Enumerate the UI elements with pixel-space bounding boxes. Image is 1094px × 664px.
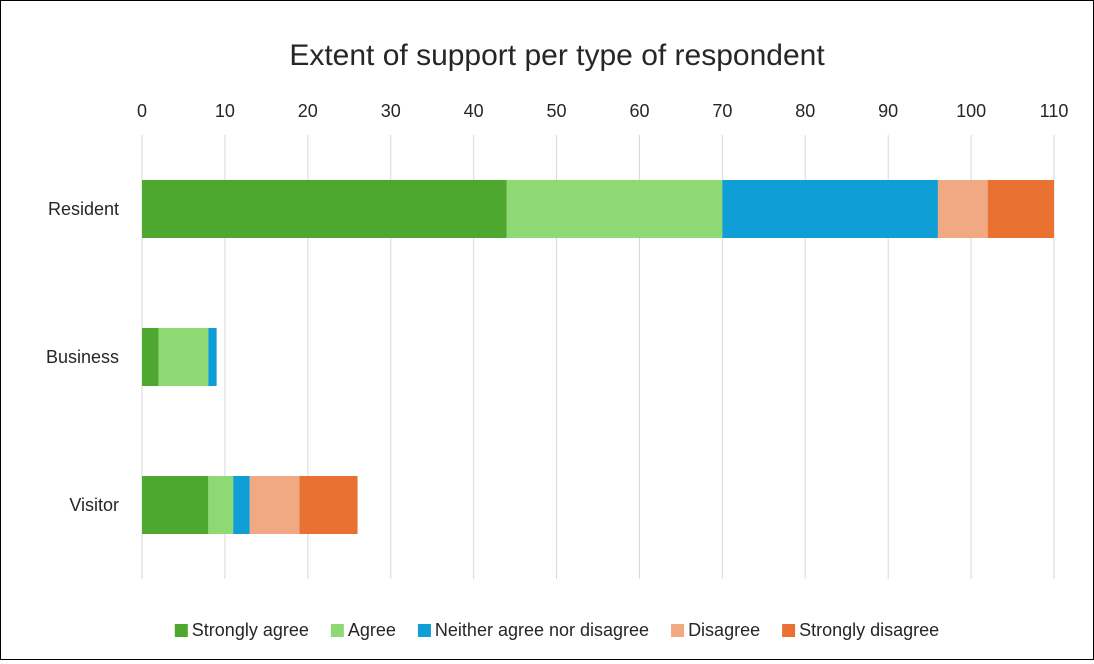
legend-swatch [174, 624, 188, 637]
legend-item: Strongly agree [174, 620, 309, 640]
x-tick-label: 90 [878, 101, 898, 121]
legend-item: Disagree [671, 620, 760, 640]
bars [142, 180, 1054, 534]
bar-segment [937, 180, 988, 238]
category-label: Visitor [69, 495, 119, 515]
category-labels: Resident Business Visitor [46, 199, 119, 515]
x-tick-label: 70 [712, 101, 732, 121]
bar-segment [299, 476, 358, 534]
legend-item: Neither agree nor disagree [417, 620, 649, 640]
x-tick-label: 100 [956, 101, 986, 121]
bar-segment [142, 476, 209, 534]
legend-swatch [782, 624, 796, 637]
legend-label: Strongly disagree [799, 620, 939, 640]
bar-segment [249, 476, 300, 534]
x-tick-label: 20 [298, 101, 318, 121]
x-tick-label: 80 [795, 101, 815, 121]
legend: Strongly agree Agree Neither agree nor dis… [174, 620, 939, 640]
x-tick-label: 0 [137, 101, 147, 121]
bar-segment [208, 328, 217, 386]
legend-item: Agree [330, 620, 396, 640]
category-label: Resident [48, 199, 119, 219]
legend-item: Strongly disagree [782, 620, 939, 640]
x-tick-label: 30 [381, 101, 401, 121]
bar-segment [208, 476, 234, 534]
x-axis-tick-labels: 0 10 20 30 40 50 60 70 80 90 100 110 [137, 101, 1068, 121]
x-tick-label: 60 [629, 101, 649, 121]
legend-swatch [671, 624, 685, 637]
bar-segment [506, 180, 723, 238]
chart-title: Extent of support per type of respondent [289, 39, 825, 72]
bar-segment [158, 328, 209, 386]
bar-segment [142, 180, 507, 238]
bar-segment [233, 476, 250, 534]
bar-segment [987, 180, 1054, 238]
legend-label: Disagree [688, 620, 760, 640]
x-tick-label: 110 [1040, 101, 1069, 121]
legend-label: Agree [348, 620, 396, 640]
legend-label: Neither agree nor disagree [435, 620, 649, 640]
x-tick-label: 10 [215, 101, 235, 121]
legend-swatch [330, 624, 344, 637]
x-tick-label: 50 [547, 101, 567, 121]
x-tick-label: 40 [464, 101, 484, 121]
category-label: Business [46, 347, 119, 367]
legend-swatch [417, 624, 431, 637]
legend-label: Strongly agree [192, 620, 309, 640]
bar-segment [142, 328, 159, 386]
bar-segment [722, 180, 938, 238]
